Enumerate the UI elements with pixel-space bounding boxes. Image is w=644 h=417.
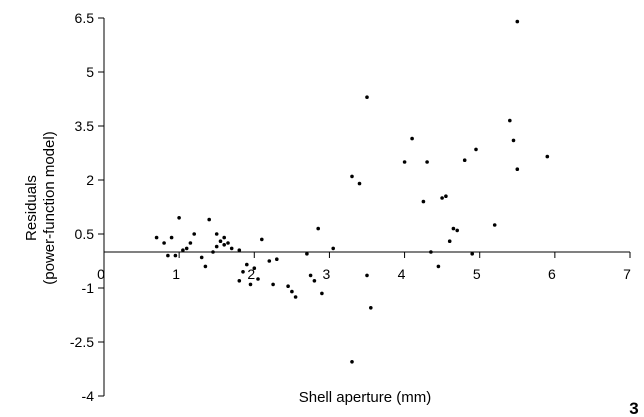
- x-axis: 0 1 2 3 4 5 6 7: [97, 251, 631, 282]
- panel-label: 3: [629, 399, 638, 417]
- data-point: [256, 277, 260, 281]
- data-point: [211, 250, 215, 254]
- x-tick-label: 3: [323, 266, 331, 282]
- data-point: [350, 174, 354, 179]
- data-point: [350, 360, 354, 364]
- data-point: [222, 243, 226, 247]
- data-point: [410, 136, 414, 141]
- data-point: [181, 248, 185, 252]
- data-point: [320, 291, 324, 296]
- data-point: [470, 252, 475, 256]
- data-point: [421, 199, 426, 204]
- data-point: [169, 235, 174, 240]
- data-point: [515, 19, 520, 24]
- x-tick-label: 2: [247, 266, 255, 282]
- data-point: [365, 273, 369, 278]
- x-tick-label: 0: [97, 266, 105, 282]
- y-tick-label: 0.5: [75, 226, 95, 242]
- data-point: [365, 95, 369, 99]
- data-point: [267, 259, 272, 263]
- data-point: [451, 226, 456, 231]
- y-tick-label: -2.5: [70, 334, 94, 350]
- data-point: [545, 154, 550, 159]
- data-point: [199, 255, 204, 260]
- data-point: [252, 266, 257, 271]
- data-point: [508, 118, 512, 123]
- data-point: [162, 241, 166, 245]
- data-point: [447, 239, 452, 243]
- data-point: [308, 273, 313, 278]
- data-point: [154, 235, 159, 240]
- data-point: [207, 217, 211, 222]
- data-point: [286, 284, 290, 289]
- data-point: [237, 279, 242, 283]
- data-point: [241, 270, 245, 274]
- x-tick-label: 7: [623, 266, 631, 282]
- y-axis-title-line-1: Residuals: [23, 175, 40, 241]
- y-tick-label: -1: [82, 280, 95, 296]
- data-point: [214, 244, 219, 249]
- y-tick-label: 2: [86, 172, 94, 188]
- y-tick-label: 6.5: [75, 10, 95, 26]
- data-point: [331, 246, 336, 251]
- y-tick-label: 5: [86, 64, 94, 80]
- data-point: [444, 194, 448, 198]
- data-point: [214, 232, 219, 236]
- y-tick-label: -4: [82, 388, 95, 404]
- data-point: [429, 250, 433, 254]
- data-point: [474, 147, 478, 152]
- data-point: [436, 264, 441, 269]
- y-axis-title-line-2: (power-function model): [41, 131, 58, 284]
- data-point: [455, 228, 460, 233]
- data-point: [177, 216, 181, 220]
- data-point: [290, 289, 294, 294]
- data-points: [154, 19, 550, 364]
- data-point: [316, 226, 321, 231]
- x-tick-label: 1: [172, 266, 180, 282]
- data-point: [192, 232, 196, 236]
- data-point: [222, 235, 226, 240]
- data-point: [166, 253, 170, 258]
- y-axis: 6.5 5 3.5 2 0.5 -1 -2.5 -4: [70, 10, 105, 404]
- y-tick-label: 3.5: [75, 118, 95, 134]
- data-point: [260, 237, 264, 242]
- data-point: [226, 241, 230, 245]
- data-point: [188, 241, 193, 245]
- data-point: [271, 282, 275, 287]
- data-point: [492, 223, 497, 227]
- x-tick-label: 6: [548, 266, 556, 282]
- data-point: [440, 196, 444, 200]
- data-point: [293, 295, 298, 299]
- data-point: [425, 160, 429, 164]
- data-point: [203, 264, 208, 269]
- data-point: [218, 239, 223, 243]
- data-point: [275, 257, 279, 262]
- data-point: [229, 246, 234, 251]
- x-axis-title: Shell aperture (mm): [299, 389, 432, 406]
- x-tick-label: 5: [473, 266, 481, 282]
- data-point: [462, 158, 467, 162]
- data-point: [173, 253, 178, 258]
- data-point: [312, 279, 317, 283]
- data-point: [305, 252, 309, 256]
- data-point: [248, 282, 253, 287]
- data-point: [184, 246, 189, 251]
- data-point: [515, 167, 520, 171]
- data-point: [245, 262, 249, 267]
- data-point: [237, 248, 242, 252]
- x-tick-label: 4: [398, 266, 406, 282]
- data-point: [369, 306, 373, 310]
- data-point: [357, 181, 362, 186]
- data-point: [402, 160, 407, 164]
- data-point: [511, 138, 516, 143]
